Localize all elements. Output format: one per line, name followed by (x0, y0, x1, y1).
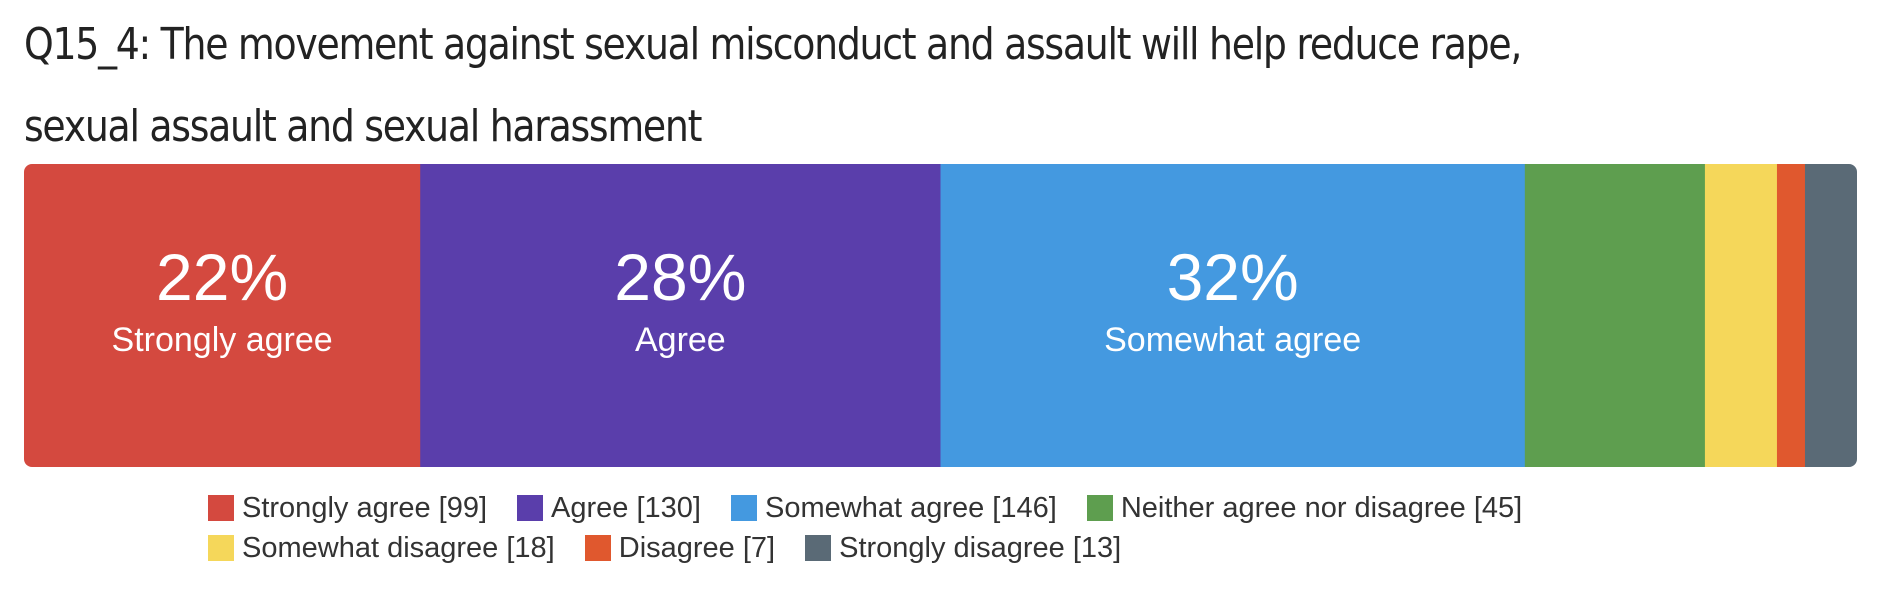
legend-swatch (208, 495, 234, 521)
segment-percent-label: 22% (156, 240, 288, 314)
legend-swatch (1086, 495, 1113, 521)
legend-item: Disagree [7] (584, 531, 776, 565)
legend-swatch (584, 535, 611, 561)
legend-row-1: Strongly agree [99] Agree [130] Somewhat a… (208, 488, 1708, 528)
segment-category-label: Agree (635, 321, 726, 359)
legend-label: Strongly disagree [13] (839, 531, 1122, 564)
legend-swatch (208, 535, 234, 561)
legend-label: Somewhat agree [146] (765, 491, 1057, 524)
legend-label: Somewhat disagree [18] (242, 531, 555, 564)
legend-item: Agree [130] (517, 492, 701, 525)
legend-label: Disagree [7] (618, 531, 776, 564)
legend-label: Neither agree nor disagree [45] (1120, 491, 1523, 524)
segment-percent-label: 32% (1167, 240, 1299, 314)
chart-legend: Strongly agree [99] Agree [130] Somewhat a… (208, 488, 1708, 568)
legend-item: Somewhat disagree [18] (208, 532, 555, 565)
legend-swatch (517, 495, 544, 521)
legend-row-2: Somewhat disagree [18] Disagree [7] Strong… (208, 528, 1708, 568)
segment-percent-label: 28% (614, 240, 746, 314)
legend-item: Somewhat agree [146] (731, 492, 1057, 525)
legend-swatch (805, 535, 832, 561)
bar-segment-5 (1704, 164, 1778, 467)
stacked-bar-chart: 22% Strongly agree 28% Agree 32% Somewhat agr… (24, 164, 1857, 467)
segment-category-label: Somewhat agree (1104, 321, 1361, 359)
bar-segment-7 (1804, 164, 1857, 467)
bar-segment-2 (420, 164, 941, 467)
segment-category-label: Strongly agree (112, 321, 333, 359)
legend-item: Strongly disagree [13] (805, 532, 1121, 565)
legend-label: Agree [130] (551, 491, 701, 524)
bar-segment-1 (24, 164, 421, 467)
legend-label: Strongly agree [99] (242, 491, 488, 524)
bar-segment-6 (1776, 164, 1806, 467)
chart-title: Q15_4: The movement against sexual misco… (24, 19, 1522, 152)
bar-segment-4 (1524, 164, 1706, 467)
legend-item: Neither agree nor disagree [45] (1086, 491, 1523, 525)
legend-swatch (731, 495, 757, 521)
chart-svg: 22% Strongly agree 28% Agree 32% Somewhat agr… (24, 164, 1857, 467)
legend-item: Strongly agree [99] (208, 492, 487, 525)
bar-segment-3 (940, 164, 1526, 467)
